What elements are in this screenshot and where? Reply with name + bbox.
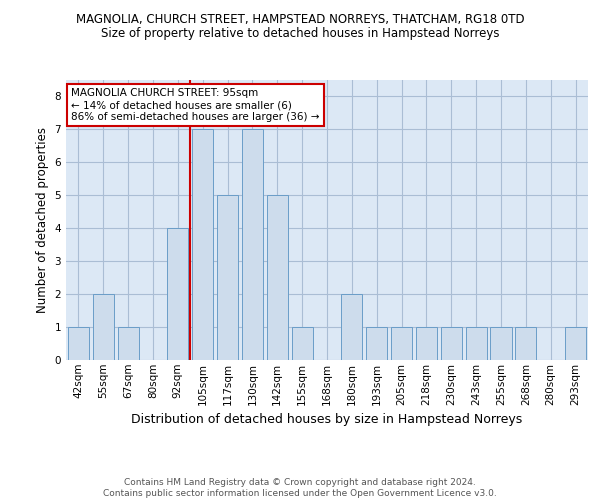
Bar — [267, 196, 288, 360]
Bar — [341, 294, 362, 360]
Bar — [515, 327, 536, 360]
Text: MAGNOLIA CHURCH STREET: 95sqm
← 14% of detached houses are smaller (6)
86% of se: MAGNOLIA CHURCH STREET: 95sqm ← 14% of d… — [71, 88, 320, 122]
Text: MAGNOLIA, CHURCH STREET, HAMPSTEAD NORREYS, THATCHAM, RG18 0TD: MAGNOLIA, CHURCH STREET, HAMPSTEAD NORRE… — [76, 12, 524, 26]
Bar — [391, 327, 412, 360]
Bar — [441, 327, 462, 360]
Text: Size of property relative to detached houses in Hampstead Norreys: Size of property relative to detached ho… — [101, 28, 499, 40]
Y-axis label: Number of detached properties: Number of detached properties — [36, 127, 49, 313]
Bar — [366, 327, 387, 360]
Bar — [192, 130, 213, 360]
Bar — [93, 294, 114, 360]
Bar — [565, 327, 586, 360]
X-axis label: Distribution of detached houses by size in Hampstead Norreys: Distribution of detached houses by size … — [131, 413, 523, 426]
Bar — [292, 327, 313, 360]
Bar — [217, 196, 238, 360]
Bar — [416, 327, 437, 360]
Bar — [118, 327, 139, 360]
Bar — [167, 228, 188, 360]
Bar — [466, 327, 487, 360]
Text: Contains HM Land Registry data © Crown copyright and database right 2024.
Contai: Contains HM Land Registry data © Crown c… — [103, 478, 497, 498]
Bar — [242, 130, 263, 360]
Bar — [490, 327, 512, 360]
Bar — [68, 327, 89, 360]
